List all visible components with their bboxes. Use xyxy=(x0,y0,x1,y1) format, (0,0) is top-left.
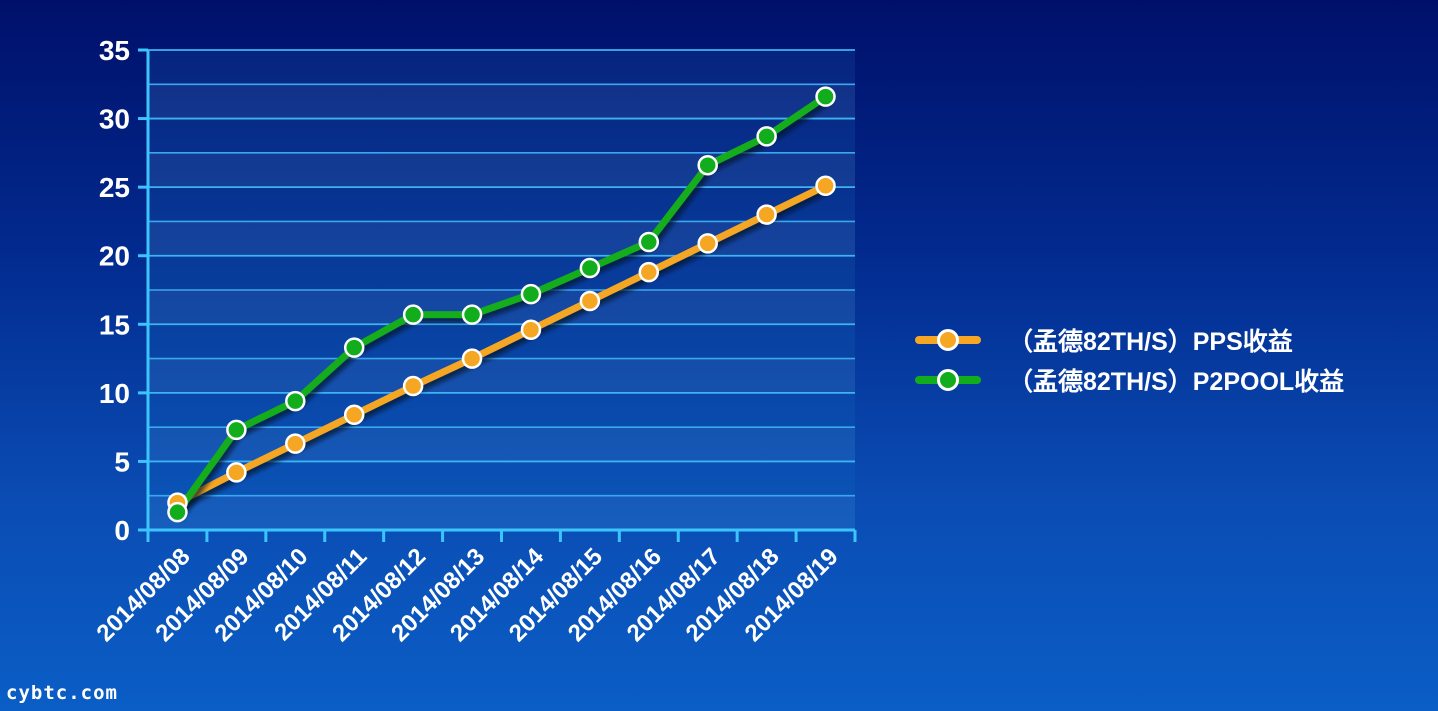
y-tick-label: 5 xyxy=(114,446,130,477)
data-point-0 xyxy=(520,319,542,341)
legend-item-pps: （孟德82TH/S）PPS收益 xyxy=(912,320,1344,360)
legend-marker-p2pool xyxy=(937,369,959,391)
y-tick-label: 35 xyxy=(99,35,130,66)
y-tick-label: 10 xyxy=(99,378,130,409)
data-point-0 xyxy=(402,375,424,397)
data-point-0 xyxy=(815,175,836,197)
watermark: cybtc.com xyxy=(6,682,118,704)
data-point-1 xyxy=(167,501,188,523)
data-point-1 xyxy=(697,154,718,176)
legend-marker-pps xyxy=(937,329,959,351)
legend-swatch-pps xyxy=(912,328,984,352)
series-line-1 xyxy=(173,93,830,516)
series-line-0 xyxy=(173,182,830,507)
data-point-0 xyxy=(697,233,718,254)
data-point-1 xyxy=(579,257,601,279)
data-point-0 xyxy=(285,433,306,454)
data-point-1 xyxy=(638,231,660,253)
data-point-0 xyxy=(226,462,247,483)
grid-band xyxy=(148,427,855,462)
data-point-0 xyxy=(343,404,365,426)
grid-band xyxy=(148,495,855,530)
data-point-1 xyxy=(402,304,424,325)
y-tick-label: 20 xyxy=(99,241,130,272)
y-tick-label: 30 xyxy=(99,104,130,135)
data-point-0 xyxy=(638,261,660,283)
legend-label-p2pool: （孟德82TH/S）P2POOL收益 xyxy=(1008,368,1345,396)
legend-swatch-p2pool xyxy=(912,368,984,392)
data-point-0 xyxy=(756,204,777,225)
grid-band xyxy=(148,152,855,188)
chart-legend: （孟德82TH/S）PPS收益 （孟德82TH/S）P2POOL收益 xyxy=(912,320,1344,400)
data-point-0 xyxy=(461,348,483,369)
y-tick-label: 0 xyxy=(114,515,130,546)
data-point-0 xyxy=(579,290,601,312)
data-point-1 xyxy=(285,390,306,412)
grid-band xyxy=(148,358,855,393)
data-point-1 xyxy=(815,86,836,107)
legend-label-pps: （孟德82TH/S）PPS收益 xyxy=(1008,328,1293,356)
data-point-1 xyxy=(343,337,365,358)
y-tick-label: 15 xyxy=(99,309,130,340)
data-point-1 xyxy=(756,126,777,147)
data-point-1 xyxy=(461,304,483,325)
data-point-1 xyxy=(520,283,542,305)
grid-band xyxy=(148,84,855,119)
data-point-1 xyxy=(226,419,247,441)
legend-item-p2pool: （孟德82TH/S）P2POOL收益 xyxy=(912,360,1344,400)
y-tick-label: 25 xyxy=(99,172,130,203)
